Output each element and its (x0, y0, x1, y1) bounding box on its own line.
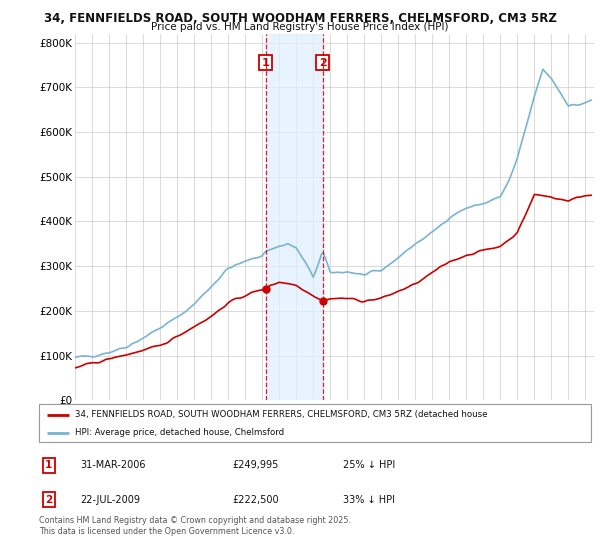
Text: HPI: Average price, detached house, Chelmsford: HPI: Average price, detached house, Chel… (75, 428, 284, 437)
Text: 2: 2 (319, 58, 326, 68)
Text: 2: 2 (46, 494, 53, 505)
Text: 34, FENNFIELDS ROAD, SOUTH WOODHAM FERRERS, CHELMSFORD, CM3 5RZ (detached house: 34, FENNFIELDS ROAD, SOUTH WOODHAM FERRE… (75, 410, 487, 419)
Text: 34, FENNFIELDS ROAD, SOUTH WOODHAM FERRERS, CHELMSFORD, CM3 5RZ: 34, FENNFIELDS ROAD, SOUTH WOODHAM FERRE… (44, 12, 556, 25)
Text: 22-JUL-2009: 22-JUL-2009 (80, 494, 140, 505)
Text: 25% ↓ HPI: 25% ↓ HPI (343, 460, 395, 470)
Text: Contains HM Land Registry data © Crown copyright and database right 2025.
This d: Contains HM Land Registry data © Crown c… (39, 516, 351, 536)
Bar (266, 34, 323, 400)
Text: 33% ↓ HPI: 33% ↓ HPI (343, 494, 395, 505)
Text: £222,500: £222,500 (232, 494, 279, 505)
Text: 1: 1 (46, 460, 53, 470)
FancyBboxPatch shape (39, 404, 591, 442)
Text: £249,995: £249,995 (232, 460, 278, 470)
Text: 1: 1 (262, 58, 269, 68)
Text: 31-MAR-2006: 31-MAR-2006 (80, 460, 146, 470)
Text: Price paid vs. HM Land Registry's House Price Index (HPI): Price paid vs. HM Land Registry's House … (151, 22, 449, 32)
